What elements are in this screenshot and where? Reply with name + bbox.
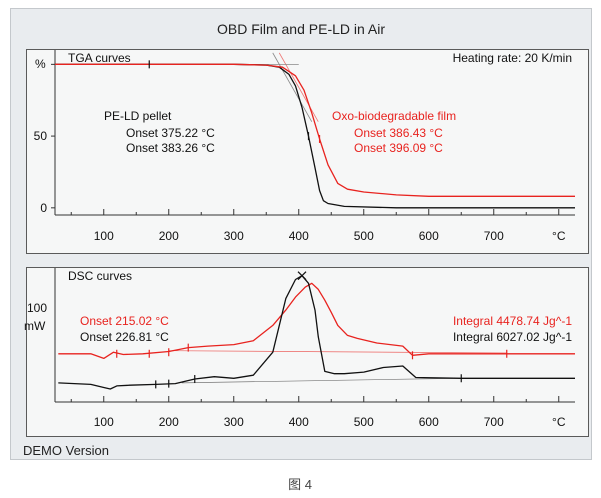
tga-red-onset-1: Onset 386.43 °C <box>354 126 443 140</box>
window-title: OBD Film and PE-LD in Air <box>216 21 386 37</box>
tga-y-unit: % <box>35 57 46 71</box>
dsc-panel <box>26 267 589 437</box>
dsc-black-onset: Onset 226.81 °C <box>80 330 169 344</box>
dsc-title: DSC curves <box>68 269 132 283</box>
dsc-x-unit-label: °C <box>552 415 566 429</box>
tga-black-onset-1: Onset 375.22 °C <box>126 126 215 140</box>
dsc-integral-baseline-black <box>181 377 462 384</box>
dsc-x-tick-label: 600 <box>419 415 439 429</box>
dsc-peak-marker <box>297 271 307 281</box>
tga-x-tick-label: 100 <box>94 229 114 243</box>
tga-black-onset-2: Onset 383.26 °C <box>126 141 215 155</box>
dsc-y-scale-unit: mW <box>24 319 46 333</box>
tga-panel <box>26 49 589 254</box>
tga-red-onset-2: Onset 396.09 °C <box>354 141 443 155</box>
dsc-x-tick-label: 400 <box>289 415 309 429</box>
dsc-series-red <box>58 282 575 360</box>
tga-x-tick-label: 300 <box>224 229 244 243</box>
tga-x-tick-label: 200 <box>159 229 179 243</box>
tga-title: TGA curves <box>68 51 131 65</box>
figure-caption: 图 4 <box>288 477 312 492</box>
dsc-black-integral: Integral 6027.02 Jg^-1 <box>453 330 572 344</box>
dsc-red-integral: Integral 4478.74 Jg^-1 <box>453 314 572 328</box>
tga-heating-rate: Heating rate: 20 K/min <box>453 51 572 65</box>
dsc-red-onset: Onset 215.02 °C <box>80 314 169 328</box>
dsc-y-scale-value: 100 <box>27 301 47 315</box>
tga-x-tick-label: 700 <box>484 229 504 243</box>
chart-marks: 100 200 300 400 500 600 700 °C 0 50 100 200 300 400 50… <box>34 50 575 429</box>
tga-y-tick-label: 50 <box>34 129 48 143</box>
tga-black-legend-name: PE-LD pellet <box>104 109 172 123</box>
figure-window: OBD Film and PE-LD in Air DEMO Version <box>10 8 592 460</box>
tga-y-tick-label: 0 <box>40 201 47 215</box>
dsc-x-tick-label: 700 <box>484 415 504 429</box>
dsc-x-tick-label: 300 <box>224 415 244 429</box>
tga-x-unit-label: °C <box>552 229 566 243</box>
dsc-x-tick-label: 200 <box>159 415 179 429</box>
dsc-integral-baseline-red <box>168 350 507 354</box>
tga-tangent-line <box>272 52 313 122</box>
dsc-x-tick-label: 500 <box>354 415 374 429</box>
tga-x-tick-label: 400 <box>289 229 309 243</box>
tga-x-tick-label: 500 <box>354 229 374 243</box>
tga-x-tick-label: 600 <box>419 229 439 243</box>
demo-version-label: DEMO Version <box>23 443 109 458</box>
dsc-series-black <box>58 275 575 390</box>
tga-tangent-line-red <box>278 52 319 122</box>
dsc-x-tick-label: 100 <box>94 415 114 429</box>
tga-red-legend-name: Oxo-biodegradable film <box>332 109 456 123</box>
